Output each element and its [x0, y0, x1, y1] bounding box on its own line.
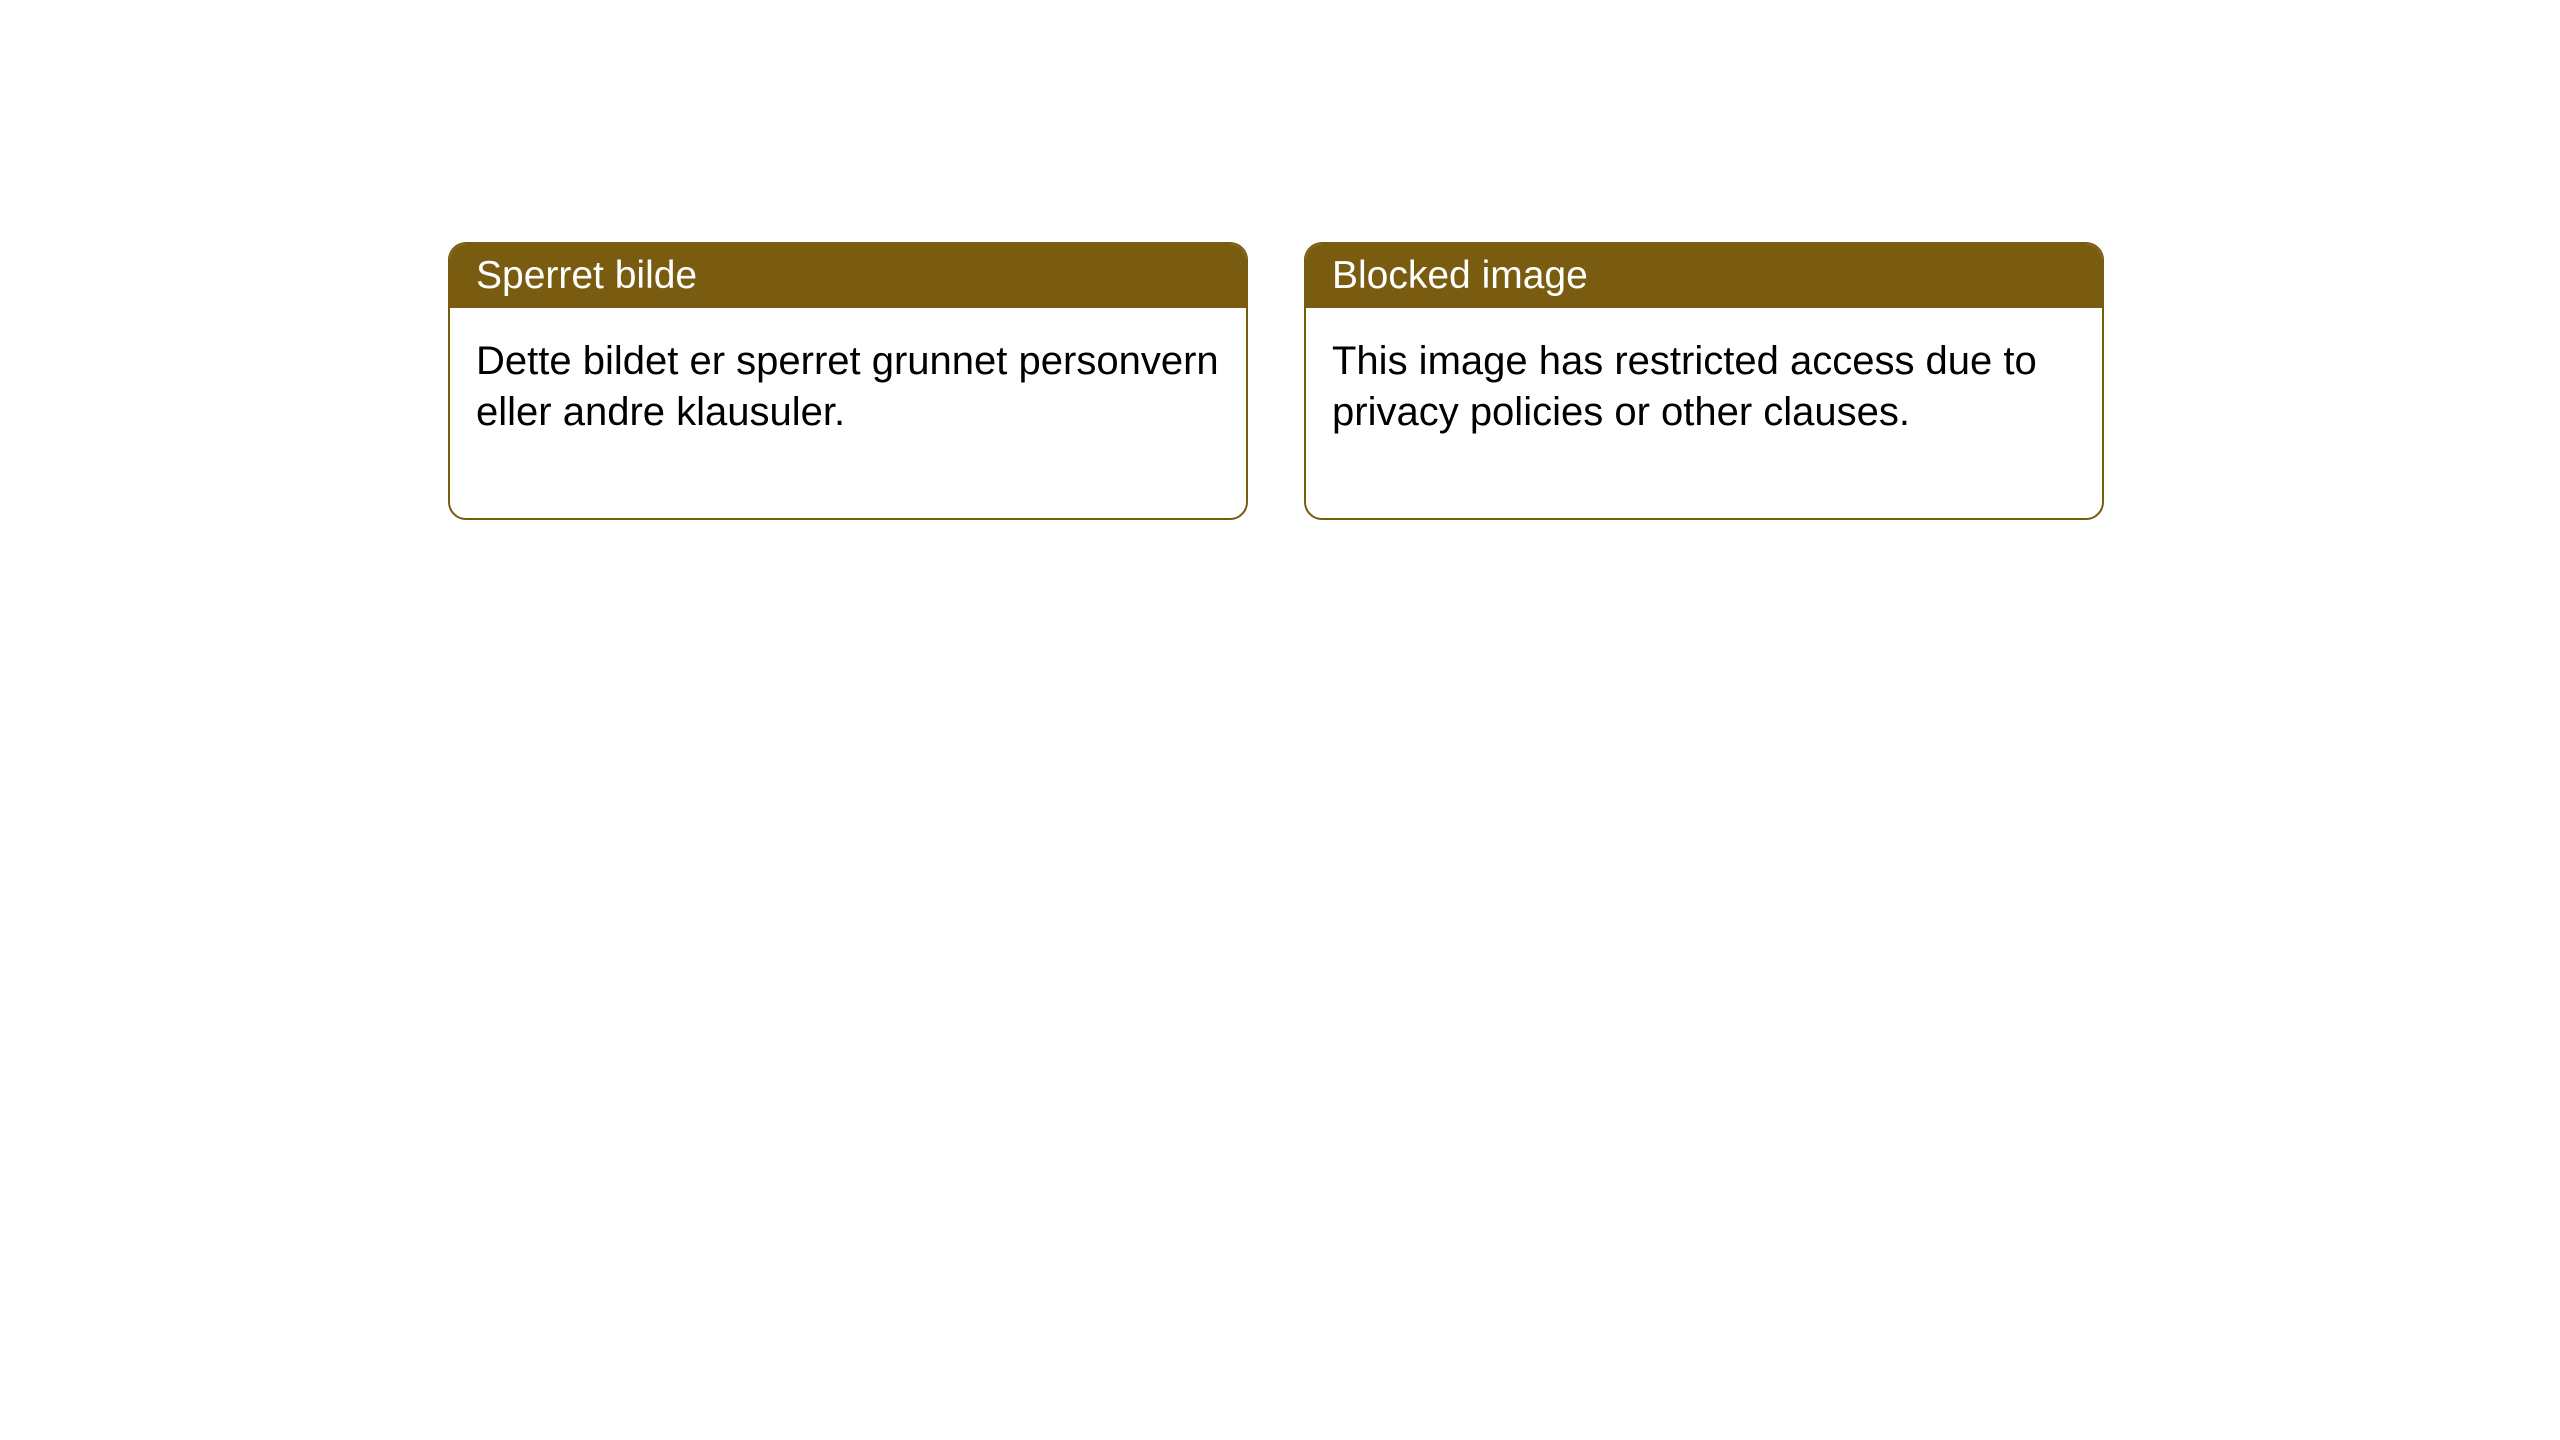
card-title-norwegian: Sperret bilde [476, 254, 697, 297]
card-body-english: This image has restricted access due to … [1306, 308, 2102, 518]
card-header-english: Blocked image [1306, 244, 2102, 308]
card-body-norwegian: Dette bildet er sperret grunnet personve… [450, 308, 1246, 518]
card-header-norwegian: Sperret bilde [450, 244, 1246, 308]
blocked-image-card-english: Blocked image This image has restricted … [1304, 242, 2104, 520]
card-title-english: Blocked image [1332, 254, 1588, 297]
blocked-image-card-norwegian: Sperret bilde Dette bildet er sperret gr… [448, 242, 1248, 520]
card-message-norwegian: Dette bildet er sperret grunnet personve… [476, 339, 1219, 434]
card-message-english: This image has restricted access due to … [1332, 339, 2037, 434]
notice-cards-container: Sperret bilde Dette bildet er sperret gr… [0, 0, 2560, 520]
